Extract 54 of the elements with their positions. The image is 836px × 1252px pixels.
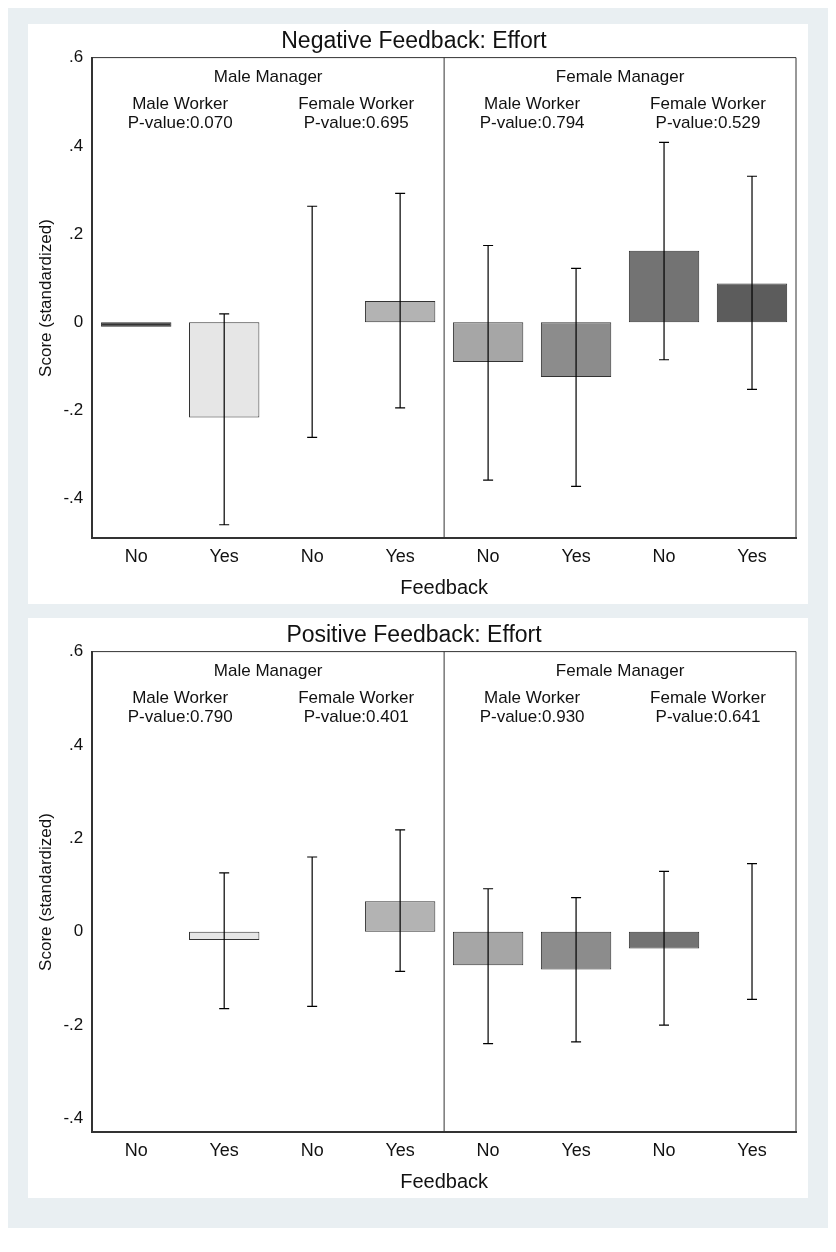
x-tick-label: Yes — [209, 546, 239, 567]
x-axis-title: Feedback — [400, 1169, 490, 1192]
x-tick-label: Yes — [737, 1140, 767, 1161]
x-tick-label: Yes — [561, 1140, 591, 1161]
y-tick-label: .4 — [69, 135, 84, 155]
x-tick-label: No — [652, 1140, 676, 1161]
y-tick-label: .4 — [69, 734, 84, 754]
y-tick-label: .2 — [69, 223, 84, 243]
y-tick-label: -.4 — [63, 488, 84, 508]
annotation: Female Manager — [555, 67, 685, 87]
y-tick-label: 0 — [73, 311, 84, 331]
annotation: Male Manager — [213, 67, 323, 87]
x-tick-label: No — [300, 546, 324, 567]
chart-title: Positive Feedback: Effort — [286, 621, 543, 648]
annotation: P-value:0.695 — [303, 113, 409, 133]
annotation: P-value:0.070 — [127, 113, 233, 133]
x-tick-label: No — [476, 1140, 500, 1161]
annotation: Female Worker — [650, 94, 767, 114]
x-tick-label: No — [300, 1140, 324, 1161]
annotation: Male Worker — [132, 94, 229, 114]
annotation: P-value:0.529 — [655, 113, 761, 133]
chart-title: Negative Feedback: Effort — [281, 27, 548, 54]
x-tick-label: No — [124, 1140, 148, 1161]
annotation: P-value:0.641 — [655, 707, 761, 727]
y-tick-label: -.4 — [63, 1108, 84, 1128]
y-axis-title: Score (standardized) — [35, 219, 55, 377]
annotation: Female Worker — [298, 94, 415, 114]
annotation: P-value:0.930 — [479, 707, 585, 727]
x-tick-label: Yes — [561, 546, 591, 567]
x-tick-label: No — [476, 546, 500, 567]
y-tick-label: .6 — [69, 641, 84, 661]
x-tick-label: Yes — [385, 1140, 415, 1161]
x-tick-label: Yes — [737, 546, 767, 567]
y-axis-title: Score (standardized) — [35, 813, 55, 971]
y-tick-label: 0 — [73, 921, 84, 941]
annotation: Female Manager — [555, 661, 685, 681]
y-tick-label: .2 — [69, 828, 84, 848]
y-tick-label: -.2 — [63, 1014, 84, 1034]
x-tick-label: No — [652, 546, 676, 567]
annotation: Male Worker — [484, 688, 581, 708]
y-tick-label: .6 — [69, 47, 84, 67]
annotation: Male Manager — [213, 661, 323, 681]
x-tick-label: Yes — [209, 1140, 239, 1161]
x-tick-label: No — [124, 546, 148, 567]
annotation: P-value:0.790 — [127, 707, 233, 727]
annotation: Male Worker — [132, 688, 229, 708]
y-tick-label: -.2 — [63, 400, 84, 420]
x-tick-label: Yes — [385, 546, 415, 567]
x-axis-title: Feedback — [400, 575, 490, 598]
annotation: Male Worker — [484, 94, 581, 114]
annotation: Female Worker — [650, 688, 767, 708]
annotation: P-value:0.794 — [479, 113, 585, 133]
annotation: P-value:0.401 — [303, 707, 409, 727]
annotation: Female Worker — [298, 688, 415, 708]
